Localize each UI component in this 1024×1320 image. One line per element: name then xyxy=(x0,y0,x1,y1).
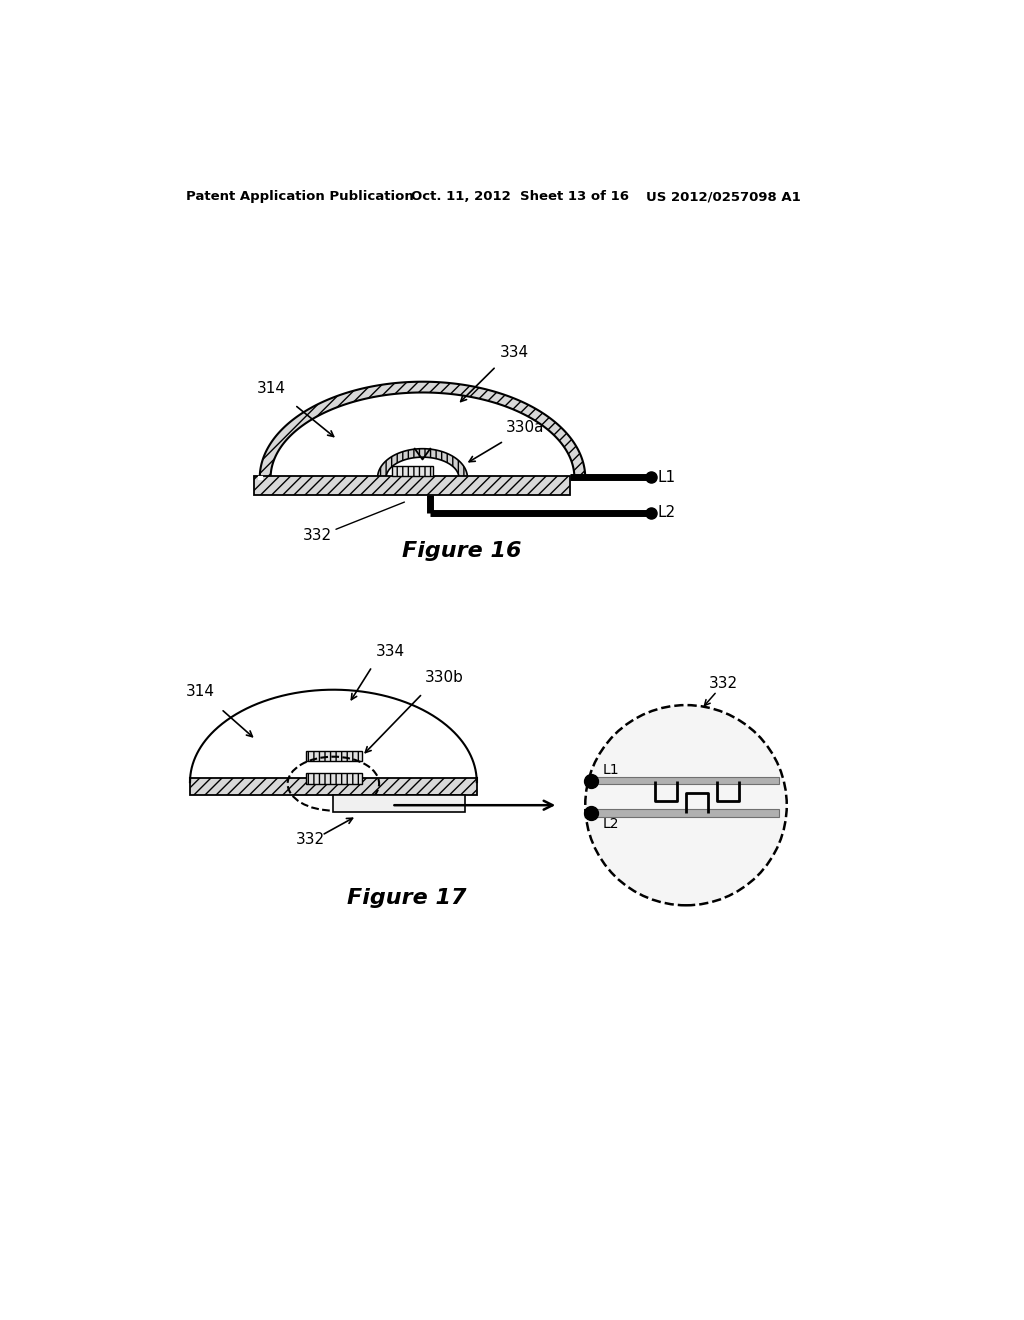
Text: 334: 334 xyxy=(500,345,529,360)
Text: 332: 332 xyxy=(296,833,325,847)
Bar xyxy=(334,795,465,812)
Text: 332: 332 xyxy=(710,676,738,692)
Circle shape xyxy=(586,705,786,906)
Bar xyxy=(391,466,433,477)
Polygon shape xyxy=(378,449,467,478)
Bar xyxy=(306,774,362,784)
Text: 330a: 330a xyxy=(506,420,545,434)
Text: Oct. 11, 2012  Sheet 13 of 16: Oct. 11, 2012 Sheet 13 of 16 xyxy=(411,190,629,203)
Bar xyxy=(592,776,779,784)
Text: 314: 314 xyxy=(257,381,286,396)
Text: Patent Application Publication: Patent Application Publication xyxy=(186,190,414,203)
Text: 334: 334 xyxy=(376,644,406,659)
Text: L2: L2 xyxy=(602,817,618,830)
Bar xyxy=(190,779,477,795)
Text: 330b: 330b xyxy=(425,671,464,685)
Text: L2: L2 xyxy=(657,506,676,520)
Text: US 2012/0257098 A1: US 2012/0257098 A1 xyxy=(646,190,801,203)
Text: L1: L1 xyxy=(602,763,618,776)
Bar xyxy=(254,477,569,495)
Text: Figure 16: Figure 16 xyxy=(401,541,521,561)
Bar xyxy=(592,809,779,817)
Text: 332: 332 xyxy=(303,528,333,543)
Polygon shape xyxy=(260,381,586,478)
Text: 314: 314 xyxy=(185,684,215,698)
Bar xyxy=(306,751,362,762)
Text: L1: L1 xyxy=(657,470,676,484)
Text: Figure 17: Figure 17 xyxy=(347,887,467,908)
